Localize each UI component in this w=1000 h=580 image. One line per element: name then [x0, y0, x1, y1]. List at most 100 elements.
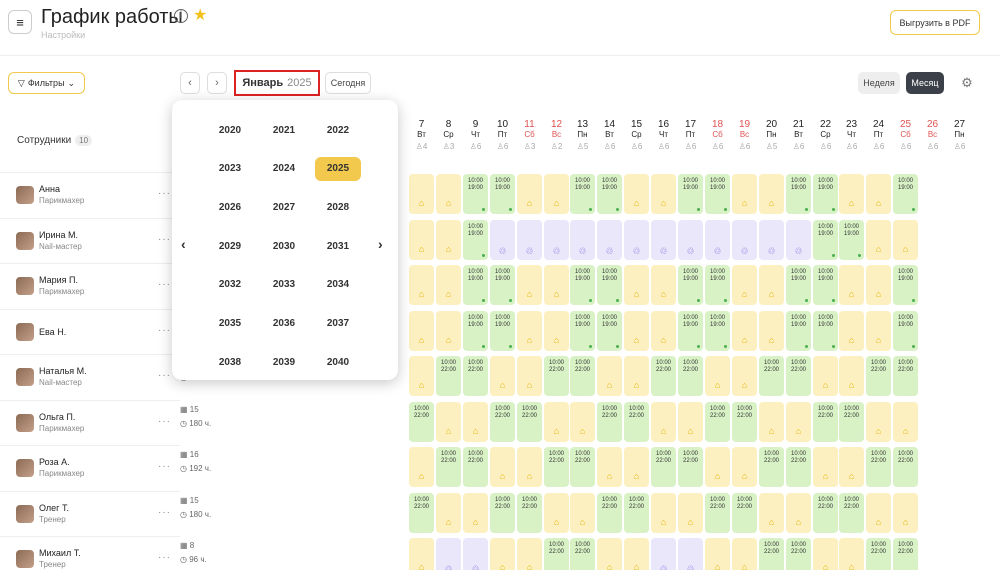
day-column-header[interactable]: 10 Пт ♙6	[489, 119, 516, 151]
day-off-cell[interactable]: ⌂	[651, 402, 676, 442]
day-off-cell[interactable]: ⌂	[893, 493, 918, 533]
day-off-cell[interactable]: ⌂	[490, 356, 515, 396]
day-off-cell[interactable]: ⌂	[705, 447, 730, 487]
today-button[interactable]: Сегодня	[325, 72, 371, 94]
day-off-cell[interactable]: ⌂	[544, 311, 569, 351]
day-off-cell[interactable]: ⌂	[436, 402, 461, 442]
employee-row[interactable]: Ева Н. ···	[0, 309, 180, 353]
year-option-2034[interactable]: 2034	[326, 279, 350, 291]
shift-cell[interactable]: 10:00 22:00	[409, 493, 434, 533]
shift-cell[interactable]: 10:00 19:00	[813, 220, 838, 260]
day-column-header[interactable]: 18 Сб ♙6	[704, 119, 731, 151]
shift-cell[interactable]: 10:00 22:00	[517, 402, 542, 442]
shift-cell[interactable]: 10:00 22:00	[759, 538, 784, 570]
day-off-cell[interactable]: ⌂	[866, 311, 891, 351]
day-off-cell[interactable]: ⌂	[517, 447, 542, 487]
day-off-cell[interactable]: ⌂	[409, 356, 434, 396]
day-off-cell[interactable]: ⌂	[436, 174, 461, 214]
shift-cell[interactable]: 10:00 22:00	[651, 356, 676, 396]
shift-cell[interactable]: 10:00 22:00	[409, 402, 434, 442]
shift-cell[interactable]: 10:00 22:00	[570, 538, 595, 570]
day-off-cell[interactable]: ⌂	[759, 493, 784, 533]
year-option-2033[interactable]: 2033	[272, 279, 296, 291]
employee-row[interactable]: Анна Парикмахер ···	[0, 172, 180, 216]
vacation-cell[interactable]: ♲	[651, 220, 676, 260]
employee-row[interactable]: Олег Т. Тренер ···	[0, 491, 180, 535]
shift-cell[interactable]: 10:00 19:00	[597, 265, 622, 305]
row-menu-icon[interactable]: ···	[158, 188, 171, 199]
day-off-cell[interactable]: ⌂	[597, 447, 622, 487]
day-off-cell[interactable]: ⌂	[624, 174, 649, 214]
shift-cell[interactable]: 10:00 22:00	[732, 402, 757, 442]
shift-cell[interactable]: 10:00 22:00	[490, 402, 515, 442]
shift-cell[interactable]: 10:00 19:00	[678, 265, 703, 305]
row-menu-icon[interactable]: ···	[158, 234, 171, 245]
day-off-cell[interactable]: ⌂	[436, 311, 461, 351]
vacation-cell[interactable]: ♲	[490, 220, 515, 260]
day-off-cell[interactable]: ⌂	[839, 311, 864, 351]
menu-icon[interactable]: ≡	[8, 10, 32, 34]
day-column-header[interactable]: 7 Вт ♙4	[408, 119, 435, 151]
shift-cell[interactable]: 10:00 22:00	[759, 447, 784, 487]
row-menu-icon[interactable]: ···	[158, 552, 171, 563]
shift-cell[interactable]: 10:00 19:00	[839, 220, 864, 260]
shift-cell[interactable]: 10:00 22:00	[436, 356, 461, 396]
shift-cell[interactable]: 10:00 19:00	[463, 174, 488, 214]
year-option-2024[interactable]: 2024	[272, 163, 296, 175]
day-off-cell[interactable]: ⌂	[786, 493, 811, 533]
shift-cell[interactable]: 10:00 22:00	[839, 493, 864, 533]
row-menu-icon[interactable]: ···	[158, 325, 171, 336]
shift-cell[interactable]: 10:00 19:00	[597, 174, 622, 214]
day-off-cell[interactable]: ⌂	[786, 402, 811, 442]
day-off-cell[interactable]: ⌂	[463, 402, 488, 442]
day-column-header[interactable]: 15 Ср ♙6	[623, 119, 650, 151]
day-off-cell[interactable]: ⌂	[409, 538, 434, 570]
shift-cell[interactable]: 10:00 19:00	[786, 311, 811, 351]
shift-cell[interactable]: 10:00 22:00	[436, 447, 461, 487]
day-off-cell[interactable]: ⌂	[839, 538, 864, 570]
breadcrumb[interactable]: Настройки	[41, 30, 86, 40]
shift-cell[interactable]: 10:00 19:00	[813, 174, 838, 214]
day-off-cell[interactable]: ⌂	[813, 447, 838, 487]
year-option-2022[interactable]: 2022	[326, 124, 350, 136]
shift-cell[interactable]: 10:00 19:00	[490, 265, 515, 305]
day-off-cell[interactable]: ⌂	[732, 447, 757, 487]
shift-cell[interactable]: 10:00 19:00	[786, 265, 811, 305]
day-off-cell[interactable]: ⌂	[409, 220, 434, 260]
next-month-button[interactable]: ›	[207, 72, 227, 94]
day-off-cell[interactable]: ⌂	[839, 447, 864, 487]
day-off-cell[interactable]: ⌂	[839, 265, 864, 305]
day-off-cell[interactable]: ⌂	[759, 311, 784, 351]
day-off-cell[interactable]: ⌂	[409, 447, 434, 487]
day-off-cell[interactable]: ⌂	[705, 538, 730, 570]
day-off-cell[interactable]: ⌂	[436, 265, 461, 305]
star-icon[interactable]: ★	[193, 7, 208, 24]
shift-cell[interactable]: 10:00 19:00	[893, 265, 918, 305]
year-option-2021[interactable]: 2021	[272, 124, 296, 136]
vacation-cell[interactable]: ♲	[517, 220, 542, 260]
day-off-cell[interactable]: ⌂	[624, 447, 649, 487]
day-off-cell[interactable]: ⌂	[678, 402, 703, 442]
year-option-2023[interactable]: 2023	[218, 163, 242, 175]
vacation-cell[interactable]: ♲	[463, 538, 488, 570]
shift-cell[interactable]: 10:00 22:00	[866, 447, 891, 487]
day-off-cell[interactable]: ⌂	[732, 538, 757, 570]
day-off-cell[interactable]: ⌂	[866, 493, 891, 533]
shift-cell[interactable]: 10:00 19:00	[463, 265, 488, 305]
vacation-cell[interactable]: ♲	[786, 220, 811, 260]
day-off-cell[interactable]: ⌂	[866, 220, 891, 260]
day-off-cell[interactable]: ⌂	[490, 447, 515, 487]
day-column-header[interactable]: 25 Сб ♙6	[892, 119, 919, 151]
shift-cell[interactable]: 10:00 19:00	[597, 311, 622, 351]
week-view-button[interactable]: Неделя	[858, 72, 900, 94]
shift-cell[interactable]: 10:00 22:00	[597, 493, 622, 533]
year-option-2030[interactable]: 2030	[272, 240, 296, 252]
shift-cell[interactable]: 10:00 22:00	[624, 493, 649, 533]
year-option-2029[interactable]: 2029	[218, 240, 242, 252]
shift-cell[interactable]: 10:00 22:00	[678, 356, 703, 396]
employee-row[interactable]: Мария П. Парикмахер ···	[0, 263, 180, 307]
vacation-cell[interactable]: ♲	[759, 220, 784, 260]
day-column-header[interactable]: 21 Вт ♙6	[785, 119, 812, 151]
shift-cell[interactable]: 10:00 19:00	[893, 174, 918, 214]
day-off-cell[interactable]: ⌂	[624, 356, 649, 396]
